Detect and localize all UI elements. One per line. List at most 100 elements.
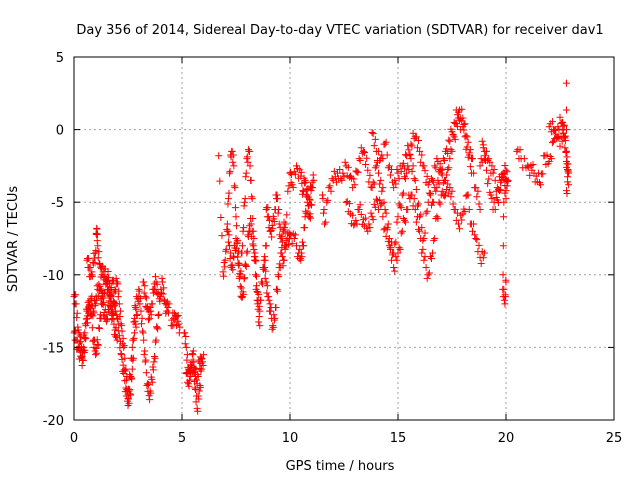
data-point: [413, 213, 421, 221]
data-point: [230, 182, 238, 190]
data-point: [476, 162, 484, 170]
data-point: [151, 285, 159, 293]
data-point: [354, 168, 362, 176]
data-point: [446, 184, 454, 192]
data-point: [297, 168, 305, 176]
data-point: [412, 218, 420, 226]
data-point: [87, 297, 95, 305]
data-point: [562, 187, 570, 195]
data-point: [298, 238, 306, 246]
data-point: [119, 361, 127, 369]
data-point: [434, 215, 442, 223]
data-point: [127, 374, 135, 382]
data-point: [446, 155, 454, 163]
data-point: [417, 158, 425, 166]
data-point: [234, 253, 242, 261]
data-point: [93, 225, 101, 233]
data-point: [382, 232, 390, 240]
data-point: [238, 242, 246, 250]
data-point: [98, 293, 106, 301]
y-axis-ticks: -20 -15 -10 -5 0 5: [43, 51, 614, 429]
data-point: [277, 249, 285, 257]
data-point: [181, 329, 189, 337]
data-point: [236, 271, 244, 279]
data-point: [242, 173, 250, 181]
y-tick-label: -5: [51, 196, 64, 211]
data-point: [423, 274, 431, 282]
data-point: [93, 237, 101, 245]
data-point: [91, 259, 99, 267]
data-point: [526, 171, 534, 179]
data-point: [194, 371, 202, 379]
data-point: [368, 213, 376, 221]
data-point: [142, 294, 150, 302]
data-point: [407, 155, 415, 163]
data-point: [323, 198, 331, 206]
data-point: [240, 224, 248, 232]
data-point: [464, 191, 472, 199]
data-point: [270, 217, 278, 225]
data-point: [443, 145, 451, 153]
data-point: [148, 300, 156, 308]
y-tick-label: -10: [43, 269, 64, 284]
data-point: [255, 318, 263, 326]
data-point: [73, 336, 81, 344]
data-point: [129, 354, 137, 362]
data-point: [500, 170, 508, 178]
data-point: [444, 150, 452, 158]
data-point: [420, 162, 428, 170]
y-tick-label: -15: [43, 341, 64, 356]
data-point: [175, 320, 183, 328]
data-point: [255, 313, 263, 321]
data-point: [243, 155, 251, 163]
data-point: [264, 204, 272, 212]
data-point: [265, 216, 273, 224]
data-point: [338, 176, 346, 184]
data-point: [88, 268, 96, 276]
data-point: [351, 181, 359, 189]
data-point: [92, 351, 100, 359]
data-point: [356, 156, 364, 164]
data-point: [224, 195, 232, 203]
data-point: [371, 135, 379, 143]
data-point: [352, 216, 360, 224]
data-point: [562, 148, 570, 156]
data-point: [93, 296, 101, 304]
data-point: [395, 244, 403, 252]
data-point: [217, 213, 225, 221]
data-point: [242, 262, 250, 270]
data-point: [319, 209, 327, 217]
data-point: [473, 193, 481, 201]
data-point: [529, 160, 537, 168]
data-point: [545, 123, 553, 131]
data-point: [243, 153, 251, 161]
data-point: [364, 227, 372, 235]
data-point: [439, 191, 447, 199]
data-point: [141, 347, 149, 355]
data-point: [378, 200, 386, 208]
data-point: [109, 278, 117, 286]
data-point: [303, 185, 311, 193]
data-point: [403, 169, 411, 177]
data-point: [240, 290, 248, 298]
data-point: [153, 324, 161, 332]
data-point: [378, 187, 386, 195]
data-point: [198, 354, 206, 362]
data-point: [418, 249, 426, 257]
data-point: [252, 257, 260, 265]
data-point: [79, 356, 87, 364]
data-point: [466, 146, 474, 154]
data-point: [125, 395, 133, 403]
data-point: [247, 176, 255, 184]
data-point: [415, 136, 423, 144]
data-point: [246, 162, 254, 170]
data-point: [559, 126, 567, 134]
data-point: [431, 235, 439, 242]
data-point: [152, 338, 160, 346]
data-point: [145, 380, 153, 388]
data-point: [561, 144, 569, 152]
data-point: [92, 246, 100, 254]
x-tick-label: 20: [498, 431, 515, 446]
data-point: [241, 274, 249, 282]
data-point: [275, 220, 283, 228]
